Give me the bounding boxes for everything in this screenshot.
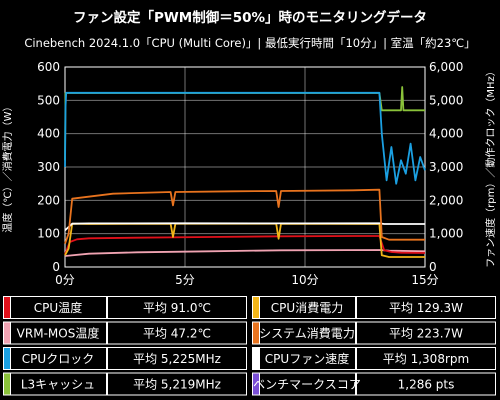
legend-entry: ベンチマークスコア 1,286 pts <box>252 372 496 396</box>
y-axis-label-left: 温度（℃）／消費電力（W） <box>1 101 14 232</box>
series-lines <box>64 86 426 258</box>
x-tick-label: 5分 <box>175 273 195 287</box>
legend-name: CPU消費電力 <box>271 300 343 315</box>
legend-value: 1,286 pts <box>398 378 455 392</box>
legend-swatch <box>253 348 259 369</box>
legend-entry: VRM-MOS温度 平均 47.2℃ <box>3 321 247 345</box>
plot-area <box>64 66 426 268</box>
axis-ticks: 0 100 200 300 400 500 600 0 1,000 2,000 3,000 4,000… <box>37 60 463 287</box>
legend-value-cell <box>357 297 495 318</box>
legend-value-cell <box>357 348 495 369</box>
legend-value-cell <box>108 322 246 344</box>
legend-entry: CPU温度 平均 91.0℃ <box>3 296 247 319</box>
y-tick-label-right: 1,000 <box>429 227 463 241</box>
y-tick-label-left: 0 <box>52 260 60 274</box>
y-tick-label-left: 100 <box>37 227 60 241</box>
legend-name-cell <box>11 373 106 395</box>
legend-name: CPUファン速度 <box>265 351 349 366</box>
legend-swatch <box>4 373 10 395</box>
legend-value: 平均 1,308rpm <box>383 352 469 366</box>
legend-name-cell <box>260 348 355 369</box>
legend-swatch <box>4 348 10 369</box>
legend-swatch <box>4 297 10 318</box>
legend-entry: システム消費電力 平均 223.7W <box>252 321 496 345</box>
y-tick-label-left: 500 <box>37 93 60 107</box>
legend-entry: L3キャッシュ 平均 5,219MHz <box>3 372 247 396</box>
chart-title: ファン設定「PWM制御＝50%」時のモニタリングデータ <box>73 9 427 26</box>
legend-name: CPUクロック <box>22 352 94 366</box>
legend-value-cell <box>357 322 495 344</box>
legend-entry: CPU消費電力 平均 129.3W <box>252 296 496 319</box>
legend-name: ベンチマークスコア <box>253 378 361 392</box>
x-tick-label: 0分 <box>55 273 75 287</box>
y-tick-label-left: 600 <box>37 60 60 74</box>
legend-name: システム消費電力 <box>259 326 355 341</box>
y-tick-label-right: 6,000 <box>429 60 463 74</box>
y-tick-label-left: 300 <box>37 160 60 174</box>
legend-swatch <box>253 297 259 318</box>
legend-entry: CPUファン速度 平均 1,308rpm <box>252 347 496 370</box>
legend-name-cell <box>260 297 355 318</box>
legend-value: 平均 223.7W <box>389 327 463 341</box>
legend-value: 平均 47.2℃ <box>143 327 211 341</box>
series-line-CPU温度 <box>64 235 426 255</box>
legend-value-cell <box>108 348 246 369</box>
grid <box>64 66 426 268</box>
y-tick-label-right: 5,000 <box>429 93 463 107</box>
series-line-CPUクロック <box>64 91 426 185</box>
legend-name-cell <box>260 322 355 344</box>
legend-swatch <box>253 322 259 344</box>
legend-value: 平均 91.0℃ <box>143 301 211 315</box>
series-line-システム消費電力 <box>64 188 425 245</box>
legend-value: 平均 5,219MHz <box>133 378 221 392</box>
legend-value-cell <box>108 297 246 318</box>
y-axis-label-right: ファン速度（rpm）／動作クロック（MHz） <box>484 66 497 268</box>
series-line-CPUファン速度 <box>64 222 425 231</box>
legend-value: 平均 5,225MHz <box>133 352 221 366</box>
x-tick-label: 15分 <box>411 273 438 287</box>
legend-value-cell <box>108 373 246 395</box>
y-tick-label-left: 400 <box>37 127 60 141</box>
legend-name: L3キャッシュ <box>21 378 95 392</box>
legend-name: VRM-MOS温度 <box>17 326 100 341</box>
legend-name: CPU温度 <box>34 300 82 315</box>
y-tick-label-right: 3,000 <box>429 160 463 174</box>
y-tick-label-right: 0 <box>429 260 437 274</box>
legend-name-cell <box>260 373 355 395</box>
y-tick-label-right: 4,000 <box>429 127 463 141</box>
x-tick-label: 10分 <box>291 273 318 287</box>
legend-swatch <box>4 322 10 344</box>
legend-entry: CPUクロック 平均 5,225MHz <box>3 347 247 370</box>
y-tick-label-right: 2,000 <box>429 193 463 207</box>
legend-name-cell <box>11 322 106 344</box>
legend-value: 平均 129.3W <box>389 301 463 315</box>
legend-swatch <box>253 373 259 395</box>
legend-value-cell <box>357 373 495 395</box>
legend-name-cell <box>11 348 106 369</box>
y-tick-label-left: 200 <box>37 193 60 207</box>
chart-subtitle: Cinebench 2024.1.0「CPU (Multi Core)」| 最低… <box>24 36 475 50</box>
legend-name-cell <box>11 297 106 318</box>
